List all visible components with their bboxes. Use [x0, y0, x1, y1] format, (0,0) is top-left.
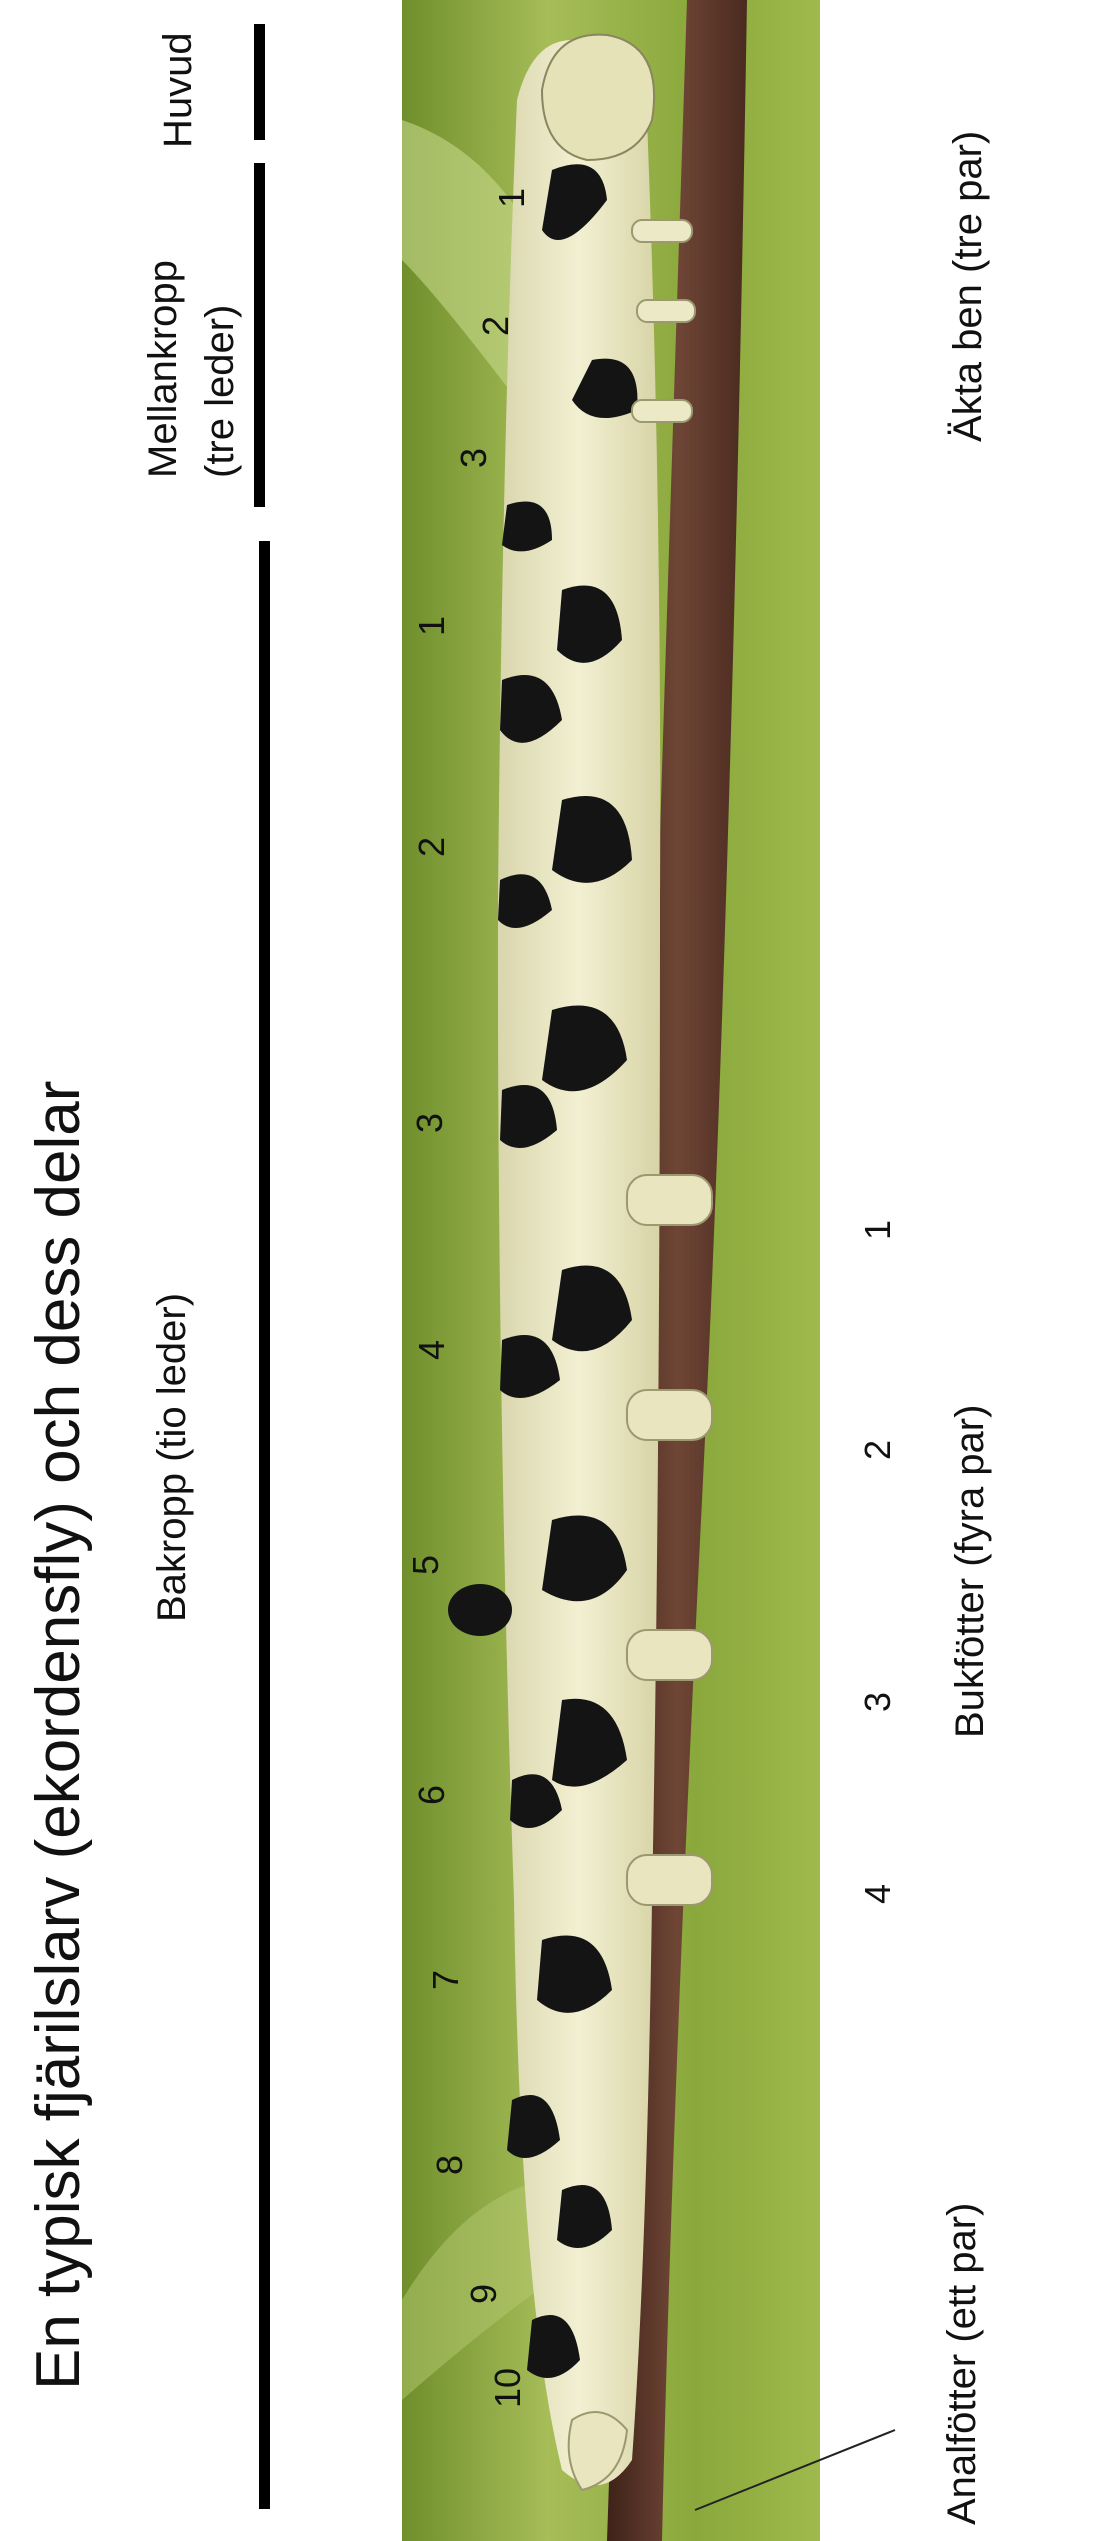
thorax-label-line2: (tre leder) [198, 304, 242, 478]
thorax-number: 2 [475, 315, 516, 336]
true-legs [631, 219, 696, 423]
abdomen-label: Bakropp (tio leder) [150, 1292, 194, 1622]
abdomen-number: 8 [429, 2154, 470, 2175]
anal-pointer-line [694, 2429, 896, 2511]
proleg-number: 4 [857, 1883, 898, 1904]
abdomen-number: 9 [463, 2283, 504, 2304]
true-legs-label: Äkta ben (tre par) [946, 130, 990, 442]
abdomen-bracket [259, 541, 270, 2509]
abdomen-number: 7 [425, 1969, 466, 1990]
head-bracket [254, 24, 265, 140]
anal-prolegs-label: Analfötter (ett par) [940, 2202, 984, 2525]
thorax-label-line1: Mellankropp [141, 260, 185, 478]
thorax-number: 1 [491, 187, 532, 208]
prolegs [626, 1174, 713, 1906]
abdomen-number: 3 [409, 1112, 450, 1133]
abdomen-number: 6 [411, 1784, 452, 1805]
larva-markings [448, 164, 638, 2378]
proleg-number: 3 [857, 1691, 898, 1712]
abdomen-number: 10 [487, 2367, 528, 2408]
larva-body [497, 40, 661, 2486]
thorax-bracket [254, 163, 265, 507]
thorax-number: 3 [453, 447, 494, 468]
abdomen-number: 2 [411, 836, 452, 857]
larva-head [540, 33, 656, 162]
larva-photo [402, 0, 820, 2541]
abdomen-number: 5 [405, 1554, 446, 1575]
abdomen-number: 4 [411, 1339, 452, 1360]
prolegs-label: Bukfötter (fyra par) [948, 1404, 992, 1738]
head-label: Huvud [156, 32, 200, 148]
anal-proleg [567, 2411, 629, 2492]
proleg-number: 2 [857, 1439, 898, 1460]
light-leaf-2 [402, 2180, 552, 2400]
proleg-number: 1 [857, 1219, 898, 1240]
diagram-title: En typisk fjärilslarv (ekordensfly) och … [24, 1080, 93, 2390]
abdomen-number: 1 [411, 615, 452, 636]
